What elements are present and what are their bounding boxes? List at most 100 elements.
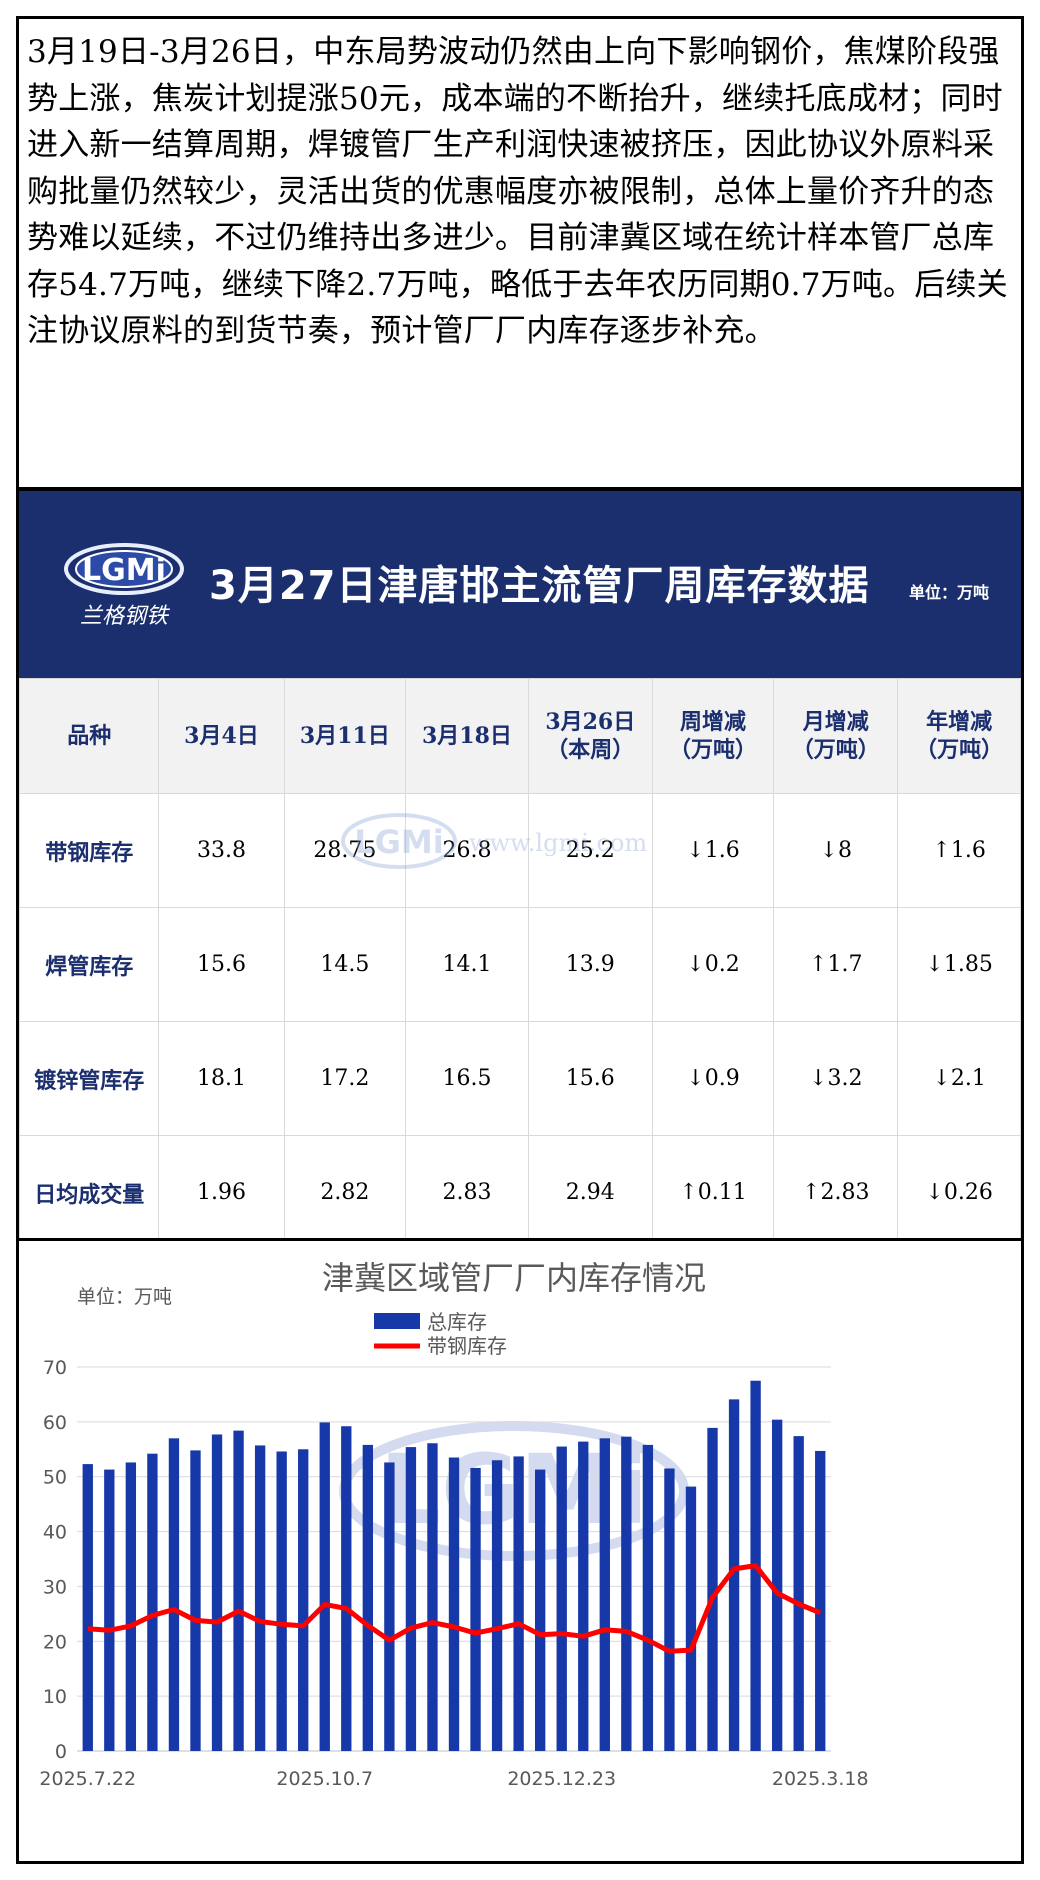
bar-total-inventory [578, 1441, 589, 1751]
table-header-row: 品种 3月4日 3月11日 3月18日 3月26日 （本周） 周增减 （万吨） 月增减 （万… [18, 678, 1021, 794]
table-header-0: 品种 [18, 678, 160, 794]
bar-total-inventory [190, 1450, 201, 1751]
arrow-up-icon: ↑ [679, 1180, 698, 1205]
change-value: 1.6 [950, 838, 986, 863]
chart-x-ticks: 2025.7.22 2025.10.7 2025.12.23 2025.3.18 [39, 1768, 868, 1790]
chart-legend: 总库存 带钢库存 [374, 1310, 507, 1358]
x-tick-label: 2025.12.23 [507, 1768, 616, 1790]
row-value: 2.94 [527, 1135, 653, 1250]
legend-label-total: 总库存 [427, 1310, 487, 1334]
bar-total-inventory [685, 1486, 697, 1751]
row-change: ↑1.6 [897, 793, 1021, 908]
inventory-table-panel: LGMi 兰格钢铁 3月27日津唐邯主流管厂周库存数据 单位：万吨 品种 3月4日… [16, 488, 1024, 1250]
change-value: 8 [837, 838, 852, 863]
table-header-3: 3月18日 [405, 678, 529, 794]
y-tick-label: 20 [43, 1631, 67, 1653]
row-value: 26.8 [405, 793, 529, 908]
bar-total-inventory [362, 1444, 373, 1751]
bar-total-inventory [384, 1462, 395, 1751]
chart-y-ticks: 0 10 20 30 40 50 60 70 [43, 1357, 67, 1763]
logo-text: LGMi [82, 553, 166, 588]
table-unit: 单位：万吨 [909, 583, 990, 602]
bar-total-inventory [233, 1430, 244, 1751]
row-value: 15.6 [158, 907, 285, 1022]
row-value: 15.6 [527, 1021, 653, 1136]
y-tick-label: 60 [43, 1412, 67, 1434]
line-strip-inventory [87, 1563, 822, 1654]
chart-title: 津冀区域管厂厂内库存情况 [322, 1259, 706, 1297]
bar-total-inventory [276, 1451, 287, 1751]
bar-total-inventory [556, 1446, 567, 1751]
chart-unit-label: 单位：万吨 [77, 1286, 172, 1308]
row-change: ↑2.83 [773, 1135, 899, 1250]
change-value: 0.26 [943, 1180, 993, 1205]
table-header-4: 3月26日 （本周） [527, 678, 653, 794]
bar-total-inventory [642, 1444, 654, 1751]
row-value: 25.2 [527, 793, 653, 908]
table-row: 日均成交量 1.96 2.82 2.83 2.94 ↑0.11 ↑2.83 ↓0.26 [18, 1135, 1021, 1250]
bar-total-inventory [491, 1460, 503, 1751]
inventory-table: 品种 3月4日 3月11日 3月18日 3月26日 （本周） 周增减 （万吨） 月增减 （万… [18, 678, 1021, 1250]
table-banner: LGMi 兰格钢铁 3月27日津唐邯主流管厂周库存数据 单位：万吨 [19, 491, 1021, 678]
change-value: 1.6 [704, 838, 740, 863]
table-header-2: 3月11日 [283, 678, 407, 794]
arrow-down-icon: ↓ [809, 1066, 828, 1091]
row-value: 17.2 [283, 1021, 407, 1136]
bar-total-inventory [211, 1434, 223, 1751]
row-category: 镀锌管库存 [18, 1021, 160, 1136]
bar-total-inventory [513, 1456, 524, 1751]
arrow-down-icon: ↓ [686, 838, 705, 863]
arrow-down-icon: ↓ [686, 1066, 705, 1091]
change-value: 3.2 [827, 1066, 863, 1091]
row-change: ↑1.7 [773, 907, 899, 1022]
row-value: 13.9 [527, 907, 653, 1022]
arrow-down-icon: ↓ [925, 952, 944, 977]
row-change: ↓3.2 [773, 1021, 899, 1136]
bar-total-inventory [341, 1426, 352, 1751]
row-value: 1.96 [158, 1135, 285, 1250]
bar-total-inventory [319, 1422, 330, 1751]
bar-total-inventory [793, 1436, 804, 1751]
change-value: 0.9 [704, 1066, 740, 1091]
bar-total-inventory [427, 1443, 438, 1751]
legend-swatch-bar [374, 1313, 420, 1329]
arrow-up-icon: ↑ [802, 1180, 821, 1205]
table-row: 带钢库存 33.8 28.75 26.8 25.2 ↓1.6 ↓8 ↑1.6 [18, 793, 1021, 908]
change-value: 2.1 [950, 1066, 986, 1091]
bar-total-inventory [728, 1399, 740, 1751]
row-change: ↓0.26 [897, 1135, 1021, 1250]
summary-text: 3月19日-3月26日，中东局势波动仍然由上向下影响钢价，焦煤阶段强势上涨，焦炭… [27, 34, 1008, 349]
row-value: 2.83 [405, 1135, 529, 1250]
x-tick-label: 2025.3.18 [772, 1768, 869, 1790]
table-header-1: 3月4日 [158, 678, 285, 794]
row-category: 带钢库存 [18, 793, 160, 908]
table-header-5: 周增减 （万吨） [651, 678, 775, 794]
lgmi-logo-icon: LGMi 兰格钢铁 [64, 543, 184, 629]
row-value: 33.8 [158, 793, 285, 908]
row-value: 14.5 [283, 907, 407, 1022]
row-change: ↓0.9 [651, 1021, 775, 1136]
row-change: ↓0.2 [651, 907, 775, 1022]
arrow-down-icon: ↓ [925, 1180, 944, 1205]
y-tick-label: 0 [55, 1741, 67, 1763]
row-change: ↓8 [773, 793, 899, 908]
bar-total-inventory [125, 1462, 137, 1751]
change-value: 2.83 [820, 1180, 870, 1205]
bar-total-inventory [664, 1468, 675, 1751]
bar-total-inventory [147, 1453, 158, 1751]
arrow-down-icon: ↓ [932, 1066, 951, 1091]
row-change: ↑0.11 [651, 1135, 775, 1250]
table-header-7: 年增减 （万吨） [897, 678, 1021, 794]
legend-label-strip: 带钢库存 [427, 1334, 507, 1358]
bar-total-inventory [771, 1419, 783, 1751]
bar-total-inventory [298, 1449, 309, 1751]
row-change: ↓1.85 [897, 907, 1021, 1022]
table-body: 带钢库存 33.8 28.75 26.8 25.2 ↓1.6 ↓8 ↑1.6 焊管库存 15.6 1… [18, 793, 1021, 1250]
row-value: 2.82 [283, 1135, 407, 1250]
row-value: 28.75 [283, 793, 407, 908]
arrow-up-icon: ↑ [932, 838, 951, 863]
change-value: 0.11 [697, 1180, 747, 1205]
bar-total-inventory [535, 1469, 546, 1751]
row-change: ↓1.6 [651, 793, 775, 908]
